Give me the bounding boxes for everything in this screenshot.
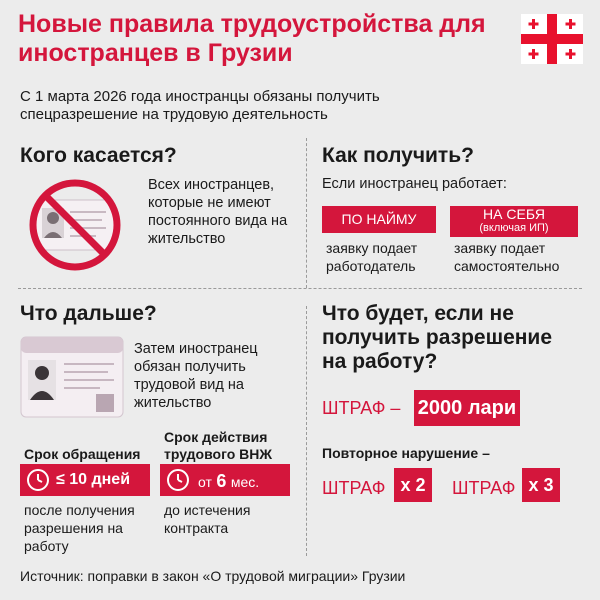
term2-unit: мес. bbox=[230, 474, 260, 490]
term1-desc: после получения разрешения на работу bbox=[24, 502, 135, 554]
option-self-desc: заявку подает самостоятельно bbox=[454, 240, 560, 274]
term1-value: ≤ 10 дней bbox=[56, 471, 131, 488]
option-self-badge: НА СЕБЯ (включая ИП) bbox=[450, 206, 578, 237]
clock-icon bbox=[167, 469, 189, 491]
clock-icon bbox=[27, 469, 49, 491]
divider-horizontal bbox=[18, 288, 582, 289]
term2-badge: от 6 мес. bbox=[160, 464, 290, 496]
option-self-label: НА СЕБЯ bbox=[483, 206, 545, 222]
term2-prefix: от bbox=[198, 474, 212, 490]
option-self-sublabel: (включая ИП) bbox=[479, 222, 549, 234]
who-text: Всех иностранцев, которые не имеют посто… bbox=[148, 177, 288, 247]
next-text: Затем иностранец обязан получить трудово… bbox=[134, 341, 258, 411]
who-heading: Кого касается? bbox=[20, 144, 177, 167]
option-employment-badge: ПО НАЙМУ bbox=[322, 206, 436, 233]
fine-repeat-label-1: ШТРАФ bbox=[322, 478, 386, 498]
multiplier-x3-badge: x 3 bbox=[522, 468, 560, 502]
term1-badge: ≤ 10 дней bbox=[20, 464, 150, 496]
penalty-heading: Что будет, если не получить разрешение н… bbox=[322, 302, 553, 373]
term1-title: Срок обращения bbox=[24, 446, 141, 462]
multiplier-x2-badge: x 2 bbox=[394, 468, 432, 502]
residence-card-icon bbox=[20, 336, 124, 418]
option-employment-desc: заявку подает работодатель bbox=[326, 240, 418, 274]
georgia-flag-icon bbox=[521, 14, 583, 64]
fine-amount-badge: 2000 лари bbox=[414, 390, 520, 426]
intro-text: С 1 марта 2026 года иностранцы обязаны п… bbox=[20, 88, 380, 123]
crossed-id-card-icon bbox=[29, 179, 121, 271]
divider-vertical-top bbox=[306, 138, 307, 288]
fine-label: ШТРАФ – bbox=[322, 398, 401, 418]
term2-number: 6 bbox=[216, 471, 227, 491]
divider-vertical-bottom bbox=[306, 306, 307, 556]
fine-repeat-label-2: ШТРАФ bbox=[452, 478, 516, 498]
source-note: Источник: поправки в закон «О трудовой м… bbox=[20, 568, 406, 584]
page-title: Новые правила трудоустройства для иностр… bbox=[18, 10, 486, 67]
how-subheading: Если иностранец работает: bbox=[322, 176, 507, 192]
repeat-label: Повторное нарушение – bbox=[322, 445, 490, 461]
term2-title: Срок действия трудового ВНЖ bbox=[164, 429, 273, 462]
how-heading: Как получить? bbox=[322, 144, 474, 167]
term2-desc: до истечения контракта bbox=[164, 502, 251, 536]
next-heading: Что дальше? bbox=[20, 302, 157, 325]
